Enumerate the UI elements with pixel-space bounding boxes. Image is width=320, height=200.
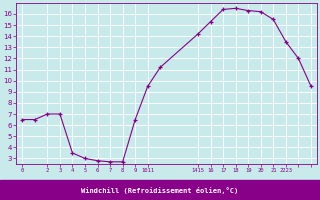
Text: Windchill (Refroidissement éolien,°C): Windchill (Refroidissement éolien,°C): [81, 186, 239, 194]
